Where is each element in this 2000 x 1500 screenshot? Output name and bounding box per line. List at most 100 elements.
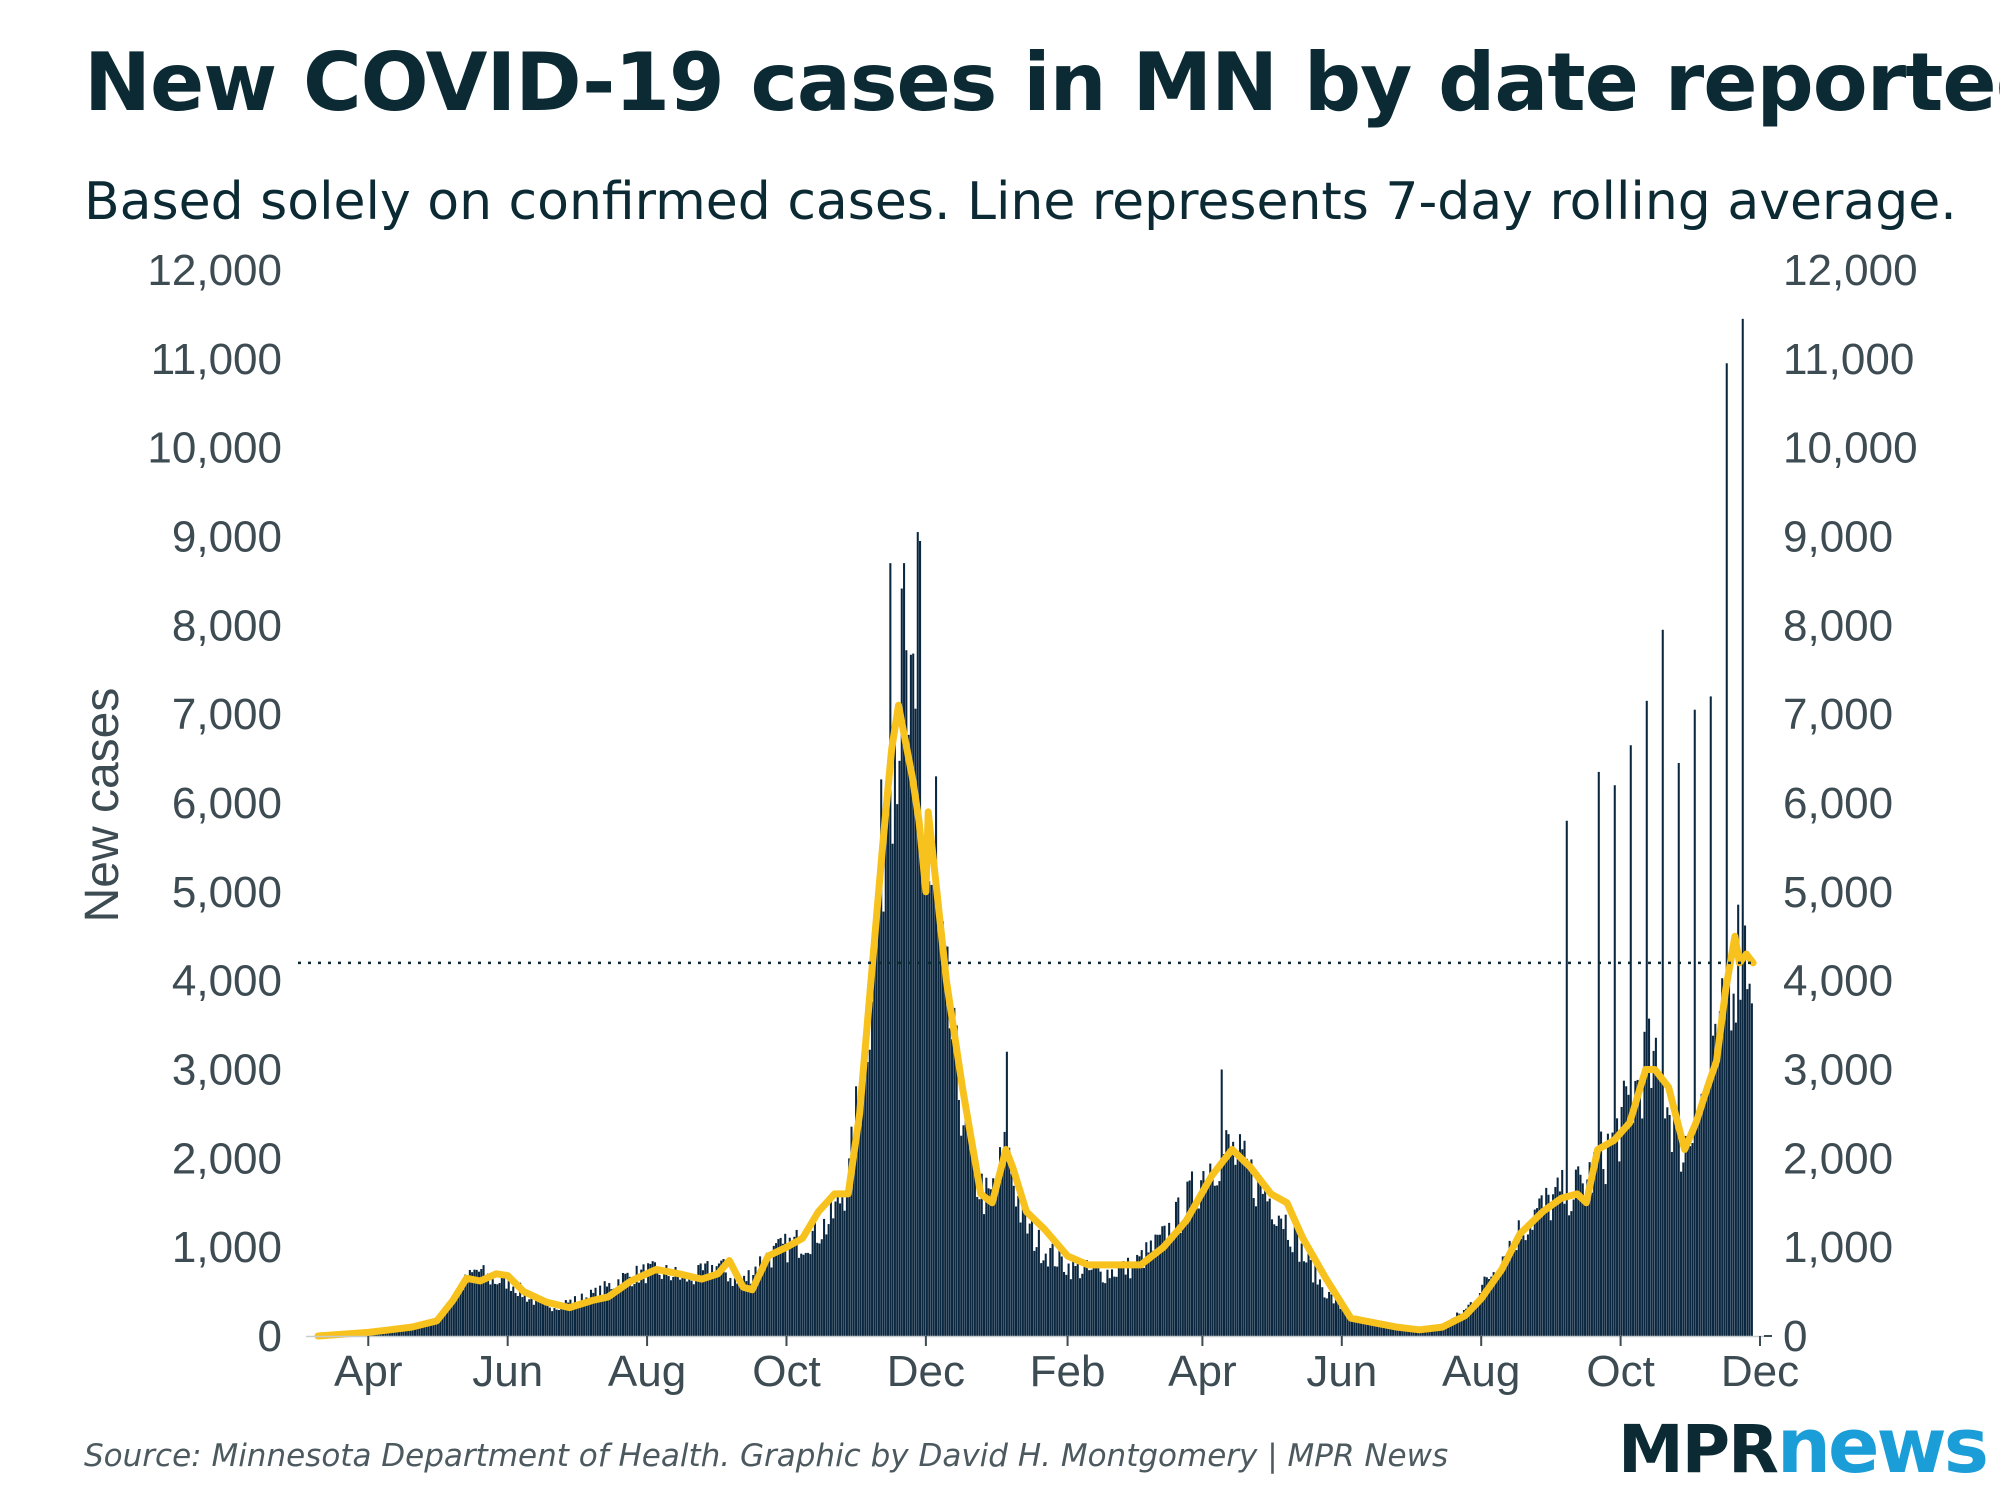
y-tick-label-left: 2,000 <box>172 1134 282 1183</box>
case-bar <box>450 1301 453 1336</box>
case-bar <box>1001 1158 1004 1336</box>
case-bar <box>1673 1117 1676 1336</box>
case-bar <box>912 653 915 1336</box>
case-bar <box>1124 1274 1127 1336</box>
case-bar <box>1257 1172 1260 1336</box>
case-bar <box>1088 1270 1091 1336</box>
case-bar <box>1508 1240 1511 1336</box>
case-bar <box>505 1288 508 1336</box>
case-bar <box>836 1190 839 1336</box>
y-tick-label-left: 9,000 <box>172 513 282 562</box>
case-bar <box>1613 785 1616 1336</box>
case-bar <box>660 1278 663 1336</box>
case-bar <box>829 1199 832 1336</box>
case-bar <box>594 1287 597 1336</box>
case-bar <box>1481 1284 1484 1336</box>
case-bar <box>1485 1277 1488 1336</box>
case-bar <box>482 1265 485 1336</box>
case-bar <box>1682 1162 1685 1336</box>
case-bar <box>1069 1279 1072 1336</box>
case-bar <box>964 1096 967 1336</box>
case-bar <box>919 540 922 1336</box>
case-bar <box>1213 1185 1216 1336</box>
case-bar <box>640 1269 643 1336</box>
case-bar <box>921 854 924 1336</box>
case-bar <box>802 1254 805 1336</box>
case-bar <box>1181 1229 1184 1336</box>
case-bar <box>1513 1239 1516 1336</box>
case-bar <box>1732 993 1735 1336</box>
case-bar <box>1602 1169 1605 1336</box>
case-bar <box>1341 1309 1344 1336</box>
case-bar <box>1586 1179 1589 1336</box>
case-bar <box>704 1263 707 1336</box>
case-bar <box>745 1281 748 1336</box>
case-bar <box>1348 1313 1351 1336</box>
case-bar <box>1650 1087 1653 1336</box>
case-bar <box>1133 1267 1136 1336</box>
case-bar <box>1323 1297 1326 1336</box>
rolling-average-line <box>314 701 1757 1340</box>
case-bar <box>1538 1198 1541 1336</box>
case-bar <box>1721 978 1724 1336</box>
case-bar <box>1622 1080 1625 1336</box>
case-bar <box>455 1295 458 1336</box>
case-bar <box>1718 1011 1721 1336</box>
case-bar <box>459 1285 462 1336</box>
case-bar <box>887 815 890 1336</box>
case-bar <box>1746 989 1749 1336</box>
case-bar <box>480 1269 483 1336</box>
case-bar <box>1222 1154 1226 1336</box>
case-bar <box>1638 1085 1641 1336</box>
case-bar <box>1728 970 1731 1336</box>
x-tick-label: Dec <box>887 1347 965 1396</box>
case-bar <box>589 1289 593 1336</box>
case-bar <box>409 1326 412 1336</box>
case-bar <box>855 1086 858 1336</box>
case-bar <box>1600 1131 1603 1336</box>
case-bar <box>1542 1207 1545 1336</box>
case-bar <box>500 1275 503 1336</box>
case-bar <box>1387 1325 1390 1336</box>
case-bar <box>683 1272 686 1336</box>
case-bar <box>1334 1298 1337 1336</box>
case-bar <box>1193 1202 1196 1336</box>
case-bar <box>1122 1261 1125 1336</box>
case-bar <box>1661 629 1664 1336</box>
case-bar <box>644 1283 647 1336</box>
case-bar <box>1110 1269 1114 1336</box>
case-bar <box>1104 1283 1107 1336</box>
case-bar <box>967 1123 970 1336</box>
case-bar <box>564 1300 567 1336</box>
case-bar <box>468 1269 471 1336</box>
case-bar <box>962 1125 965 1336</box>
case-bar <box>548 1307 551 1336</box>
source-note: Source: Minnesota Department of Health. … <box>84 1438 1449 1474</box>
case-bar <box>496 1284 499 1336</box>
case-bar <box>1590 1192 1593 1336</box>
case-bar <box>1478 1293 1481 1336</box>
case-bar <box>475 1269 478 1336</box>
case-bar <box>1330 1294 1333 1336</box>
case-bar <box>605 1286 608 1336</box>
case-bar <box>825 1234 828 1336</box>
case-bar <box>1241 1149 1244 1336</box>
case-bar <box>1643 1031 1646 1336</box>
case-bar <box>818 1243 821 1336</box>
case-bar <box>738 1285 741 1336</box>
y-axis-label: New cases <box>76 688 129 923</box>
case-bar <box>420 1324 423 1336</box>
case-bar <box>631 1286 634 1336</box>
case-bar <box>1506 1261 1509 1336</box>
case-bar <box>713 1276 716 1336</box>
case-bar <box>1081 1273 1084 1336</box>
case-bar <box>669 1280 672 1336</box>
case-bar <box>809 1254 812 1336</box>
case-bar <box>1058 1247 1061 1336</box>
y-tick-label-right: 8,000 <box>1783 601 1893 650</box>
case-bar <box>555 1309 558 1336</box>
case-bar <box>1021 1203 1024 1336</box>
case-bar <box>402 1328 405 1336</box>
case-bar <box>507 1274 510 1336</box>
case-bar <box>642 1264 645 1336</box>
